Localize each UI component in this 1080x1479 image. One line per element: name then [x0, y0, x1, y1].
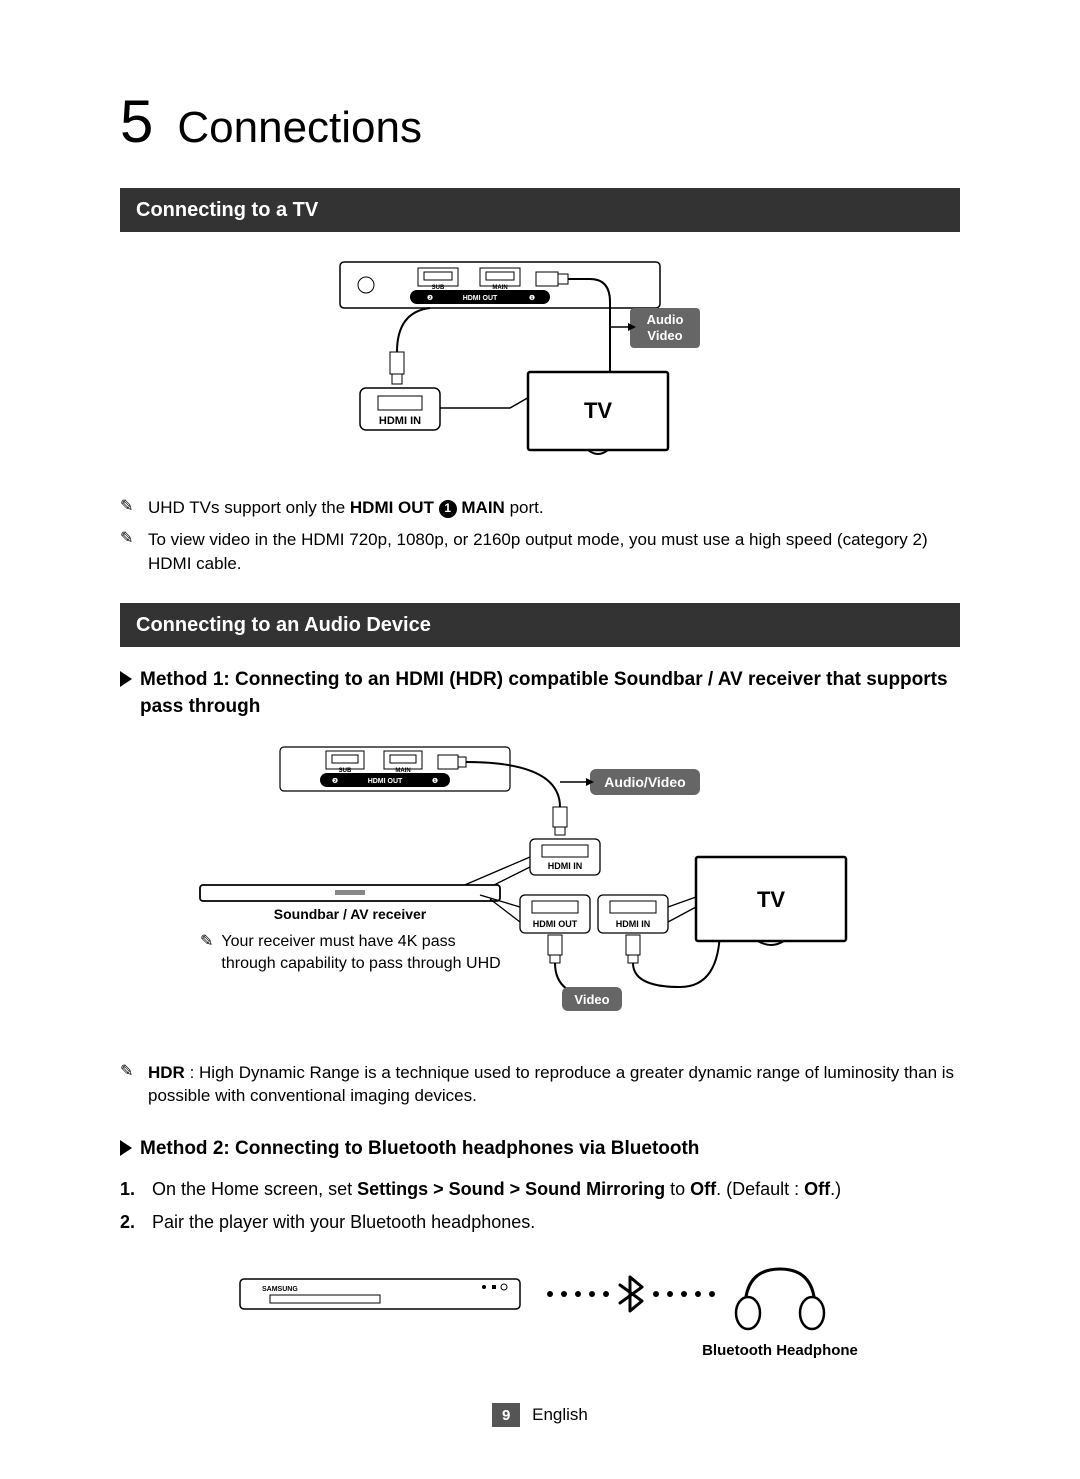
svg-text:HDMI OUT: HDMI OUT [463, 295, 498, 302]
note-hdmi-cable: To view video in the HDMI 720p, 1080p, o… [120, 528, 960, 576]
svg-text:SUB: SUB [432, 285, 445, 291]
svg-text:Bluetooth Headphone: Bluetooth Headphone [702, 1342, 858, 1359]
note-hdr: HDR : High Dynamic Range is a technique … [120, 1061, 960, 1109]
svg-text:MAIN: MAIN [395, 768, 410, 774]
svg-text:MAIN: MAIN [492, 285, 507, 291]
svg-text:Video: Video [647, 328, 682, 343]
svg-text:❶: ❶ [529, 294, 535, 302]
page-language: English [532, 1403, 588, 1427]
svg-text:HDMI OUT: HDMI OUT [533, 919, 578, 929]
section-heading-audio: Connecting to an Audio Device [120, 603, 960, 647]
triangle-icon [120, 1140, 132, 1156]
note-uhd-port: UHD TVs support only the HDMI OUT 1 MAIN… [120, 496, 960, 520]
notes-hdr: HDR : High Dynamic Range is a technique … [120, 1061, 960, 1109]
diagram-tv-connection: HDMI OUT ❷ ❶ SUB MAIN Audio Video HDMI I… [120, 252, 960, 472]
page-number: 9 [492, 1403, 520, 1427]
svg-text:TV: TV [757, 887, 785, 912]
svg-text:Audio/Video: Audio/Video [604, 774, 685, 790]
method1-heading: Method 1: Connecting to an HDMI (HDR) co… [120, 667, 960, 720]
step-2: Pair the player with your Bluetooth head… [120, 1210, 960, 1235]
svg-text:HDMI IN: HDMI IN [548, 861, 583, 871]
svg-text:❶: ❶ [432, 777, 438, 785]
method2-steps: On the Home screen, set Settings > Sound… [120, 1177, 960, 1235]
chapter-number: 5 [120, 80, 153, 164]
svg-text:HDMI IN: HDMI IN [379, 415, 421, 427]
triangle-icon [120, 671, 132, 687]
section-heading-tv: Connecting to a TV [120, 188, 960, 232]
chapter-title: Connections [177, 97, 422, 159]
notes-tv: UHD TVs support only the HDMI OUT 1 MAIN… [120, 496, 960, 575]
circled-1-icon: 1 [439, 500, 457, 518]
svg-text:SAMSUNG: SAMSUNG [262, 1286, 298, 1293]
svg-text:❷: ❷ [427, 294, 433, 302]
page-footer: 9 English [120, 1403, 960, 1427]
chapter-header: 5 Connections [120, 80, 960, 164]
svg-text:HDMI IN: HDMI IN [616, 919, 651, 929]
svg-text:Video: Video [574, 992, 609, 1007]
diagram-soundbar-connection: HDMI OUT ❷ ❶ SUB MAIN Audio/Video HDMI I… [120, 737, 960, 1037]
method2-heading: Method 2: Connecting to Bluetooth headph… [120, 1136, 960, 1163]
step-1: On the Home screen, set Settings > Sound… [120, 1177, 960, 1202]
svg-text:HDMI OUT: HDMI OUT [368, 778, 403, 785]
svg-text:Audio: Audio [647, 312, 684, 327]
svg-text:TV: TV [584, 398, 612, 423]
svg-text:Soundbar / AV receiver: Soundbar / AV receiver [274, 906, 427, 922]
svg-text:SUB: SUB [339, 768, 352, 774]
svg-text:❷: ❷ [332, 777, 338, 785]
diagram-bluetooth: SAMSUNG Bluetooth Headphone [120, 1253, 960, 1363]
